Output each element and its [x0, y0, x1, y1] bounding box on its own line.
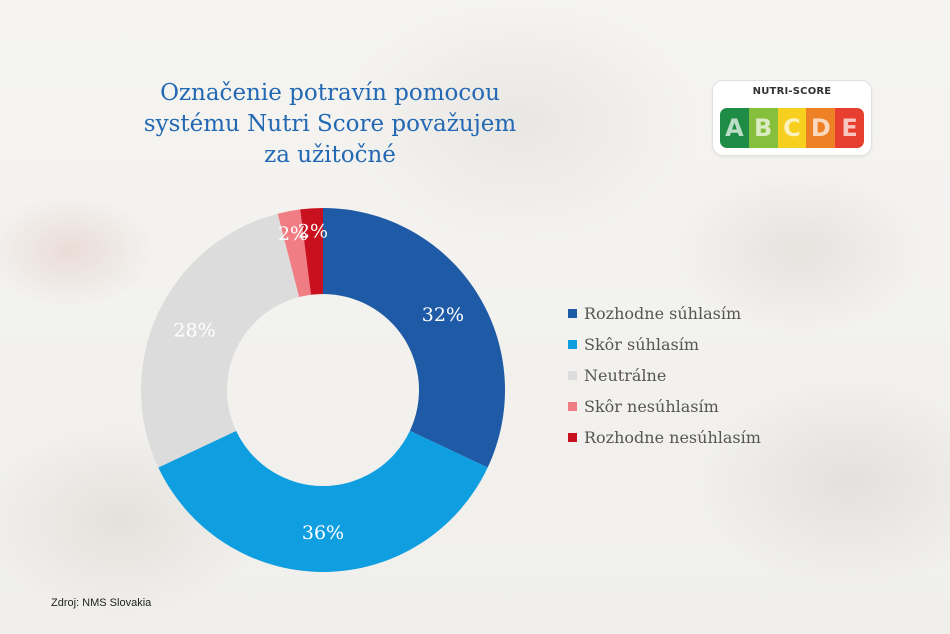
donut-label-2: 36%: [302, 522, 344, 544]
nutri-score-logo: NUTRI-SCORE A B C D E: [713, 81, 871, 155]
donut-labels: 32% 36% 28% 2%2%: [173, 220, 464, 544]
nutri-score-grade-d: D: [806, 108, 836, 148]
nutri-score-grade-a: A: [720, 108, 749, 148]
donut-slice-2: [158, 430, 488, 572]
legend-swatch: [568, 309, 577, 318]
donut-label-5: 2%: [298, 220, 328, 242]
nutri-score-logo-text: NUTRI-SCORE: [752, 86, 832, 97]
donut-slice-5: [300, 208, 323, 295]
legend-swatch: [568, 371, 577, 380]
donut-label-1: 32%: [422, 304, 464, 326]
legend-label: Rozhodne súhlasím: [584, 304, 742, 323]
legend-swatch: [568, 402, 577, 411]
chart-title: Označenie potravín pomocou systému Nutri…: [95, 78, 565, 171]
donut-label-4: 2%: [278, 223, 308, 245]
chart-legend: Rozhodne súhlasím Skôr súhlasím Neutrálne S…: [568, 298, 761, 453]
legend-label: Skôr súhlasím: [584, 335, 699, 354]
legend-item-3: Neutrálne: [568, 360, 761, 391]
source-note: Zdroj: NMS Slovakia: [51, 597, 152, 609]
chart-title-line-1: Označenie potravín pomocou: [160, 80, 500, 106]
legend-label: Skôr nesúhlasím: [584, 397, 719, 416]
legend-swatch: [568, 340, 577, 349]
legend-swatch: [568, 433, 577, 442]
chart-title-line-2: systému Nutri Score považujem: [143, 111, 517, 137]
donut-slice-3: [140, 213, 300, 468]
legend-item-1: Rozhodne súhlasím: [568, 298, 761, 329]
legend-label: Neutrálne: [584, 366, 667, 385]
nutri-score-grade-c: C: [777, 108, 807, 148]
chart-title-line-3: za užitočné: [264, 142, 396, 168]
donut-label-3: 28%: [173, 320, 215, 342]
nutri-score-grade-e: E: [835, 108, 864, 148]
legend-item-4: Skôr nesúhlasím: [568, 391, 761, 422]
nutri-score-grade-b: B: [748, 108, 778, 148]
donut-slices: [140, 208, 505, 572]
donut-slice-1: [323, 208, 505, 468]
donut-slice-4: [277, 209, 311, 298]
nutri-score-grade-bar: A B C D E: [720, 108, 864, 148]
legend-item-2: Skôr súhlasím: [568, 329, 761, 360]
legend-item-5: Rozhodne nesúhlasím: [568, 422, 761, 453]
legend-label: Rozhodne nesúhlasím: [584, 428, 761, 447]
